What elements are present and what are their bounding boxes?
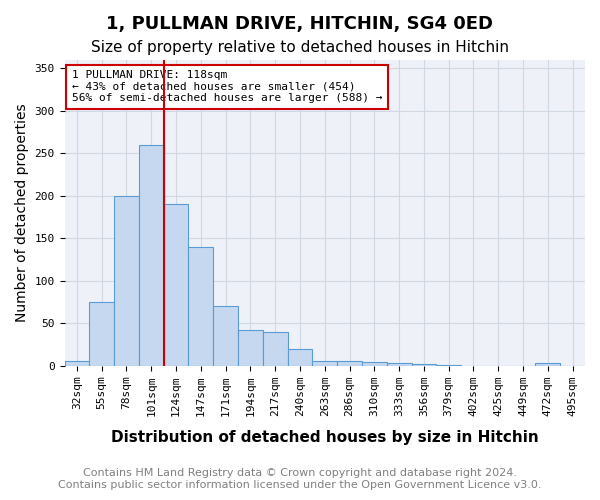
Text: Contains HM Land Registry data © Crown copyright and database right 2024.
Contai: Contains HM Land Registry data © Crown c… xyxy=(58,468,542,490)
Text: 1, PULLMAN DRIVE, HITCHIN, SG4 0ED: 1, PULLMAN DRIVE, HITCHIN, SG4 0ED xyxy=(107,15,493,33)
Bar xyxy=(114,196,139,366)
Bar xyxy=(188,247,213,366)
Bar xyxy=(362,362,387,366)
Bar xyxy=(436,365,461,366)
Bar xyxy=(387,364,412,366)
Y-axis label: Number of detached properties: Number of detached properties xyxy=(15,104,29,322)
Text: 1 PULLMAN DRIVE: 118sqm
← 43% of detached houses are smaller (454)
56% of semi-d: 1 PULLMAN DRIVE: 118sqm ← 43% of detache… xyxy=(72,70,382,103)
Bar xyxy=(535,364,560,366)
Text: Size of property relative to detached houses in Hitchin: Size of property relative to detached ho… xyxy=(91,40,509,55)
Bar xyxy=(263,332,287,366)
Bar xyxy=(313,361,337,366)
Bar xyxy=(213,306,238,366)
Bar xyxy=(65,361,89,366)
Bar xyxy=(412,364,436,366)
Bar xyxy=(89,302,114,366)
Bar xyxy=(337,361,362,366)
Bar xyxy=(238,330,263,366)
X-axis label: Distribution of detached houses by size in Hitchin: Distribution of detached houses by size … xyxy=(111,430,539,445)
Bar xyxy=(164,204,188,366)
Bar xyxy=(139,145,164,366)
Bar xyxy=(287,349,313,366)
